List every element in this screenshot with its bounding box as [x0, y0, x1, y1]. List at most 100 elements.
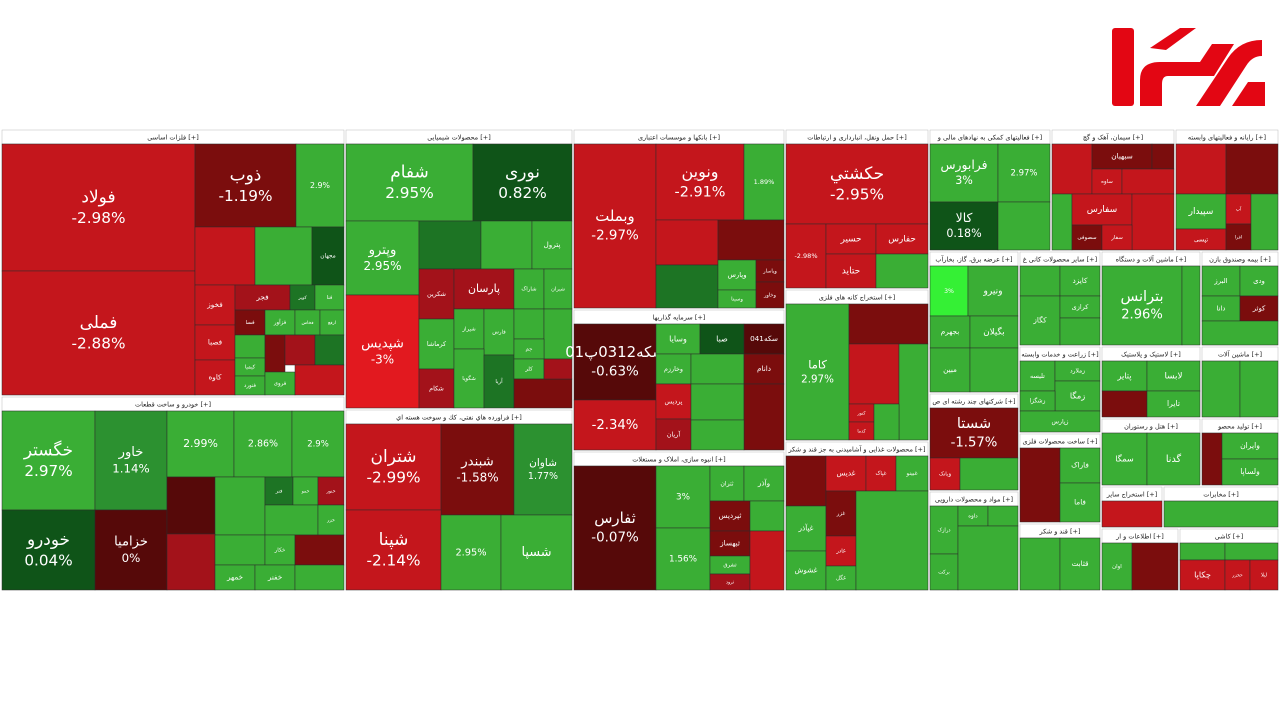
tile-name: وبانک [939, 471, 952, 478]
tile [690, 419, 745, 451]
sector-title: سرمایه گذاریها [+] [653, 314, 706, 322]
tile-name: بجهرم [941, 327, 960, 336]
tile-name: سپیدار [1188, 207, 1214, 217]
tile [94, 410, 168, 511]
tile-change: 2.95% [385, 184, 434, 202]
tile-change: -0.63% [591, 365, 638, 380]
tile [1059, 537, 1101, 591]
tile-name: اوان [1112, 564, 1122, 570]
tile [1224, 542, 1279, 561]
tile-name: داوه [968, 514, 978, 520]
tile [898, 343, 929, 441]
tile-change: 1.77% [528, 471, 558, 482]
tile [1071, 224, 1103, 251]
tile [319, 309, 345, 336]
tile [1, 270, 196, 396]
tile [655, 143, 745, 221]
tile [214, 564, 256, 591]
tile-name: خزر [326, 519, 335, 524]
tile [1239, 295, 1279, 322]
tile-name: شپدیس [361, 337, 404, 352]
tile-name: فارس [492, 330, 506, 336]
tile [1225, 223, 1252, 251]
tile-name: شبندر [460, 455, 494, 470]
tile [743, 353, 785, 385]
tile [531, 220, 573, 270]
tile [709, 465, 745, 502]
tile [929, 265, 969, 317]
tile-name: کیمیا [245, 364, 256, 371]
tile [1019, 410, 1101, 433]
tile [314, 334, 345, 366]
tile [987, 505, 1019, 527]
tile-name: سمگا [1115, 454, 1134, 464]
tile [1239, 265, 1279, 297]
tile [655, 465, 711, 529]
tile-name: نوری [505, 162, 540, 182]
tile [483, 308, 515, 356]
tile [785, 143, 929, 225]
tile-name: غشوش [795, 566, 818, 575]
tile-name: شتران [371, 447, 417, 467]
tile-name: شپنا [379, 530, 409, 550]
tile-name: غزر [836, 511, 846, 517]
tile-name: پردیس [665, 399, 683, 406]
tile [194, 226, 256, 286]
tile [709, 530, 751, 557]
tile [1101, 265, 1183, 346]
tile [1019, 265, 1061, 297]
tile [317, 504, 345, 536]
tile-name: وپاسار [762, 269, 777, 275]
tile [1091, 168, 1123, 195]
tile [1054, 380, 1101, 412]
tile [1225, 143, 1279, 195]
tile-name: وپارس [727, 271, 746, 279]
tile [1201, 432, 1223, 486]
tile-change: -2.99% [366, 469, 420, 487]
tile [1051, 193, 1073, 251]
tile [690, 353, 745, 385]
tile [1059, 482, 1101, 523]
tile-change: 0.82% [498, 184, 547, 202]
tile-name: شکام [429, 386, 444, 393]
tile-change: 2.9% [310, 181, 330, 190]
tile [655, 264, 719, 309]
tile [1019, 360, 1056, 392]
tile [1131, 193, 1175, 251]
sector-title: کاشی [+] [1215, 533, 1244, 541]
tile-name: زشگزا [1030, 397, 1046, 405]
tile-name: صبا [716, 335, 728, 344]
tile-change: 3% [955, 174, 973, 187]
tile-name: خکار [274, 547, 286, 554]
tile [929, 201, 999, 251]
tile-name: تپسی [1194, 237, 1208, 244]
tile [655, 527, 711, 591]
tile [345, 143, 474, 222]
tile [1221, 432, 1279, 460]
tile-name: خنور [325, 490, 335, 495]
tile [1101, 390, 1148, 418]
tile-name: شستا [957, 415, 991, 432]
tile-name: تایرا [1167, 399, 1180, 408]
tile-name: خمهر [226, 573, 243, 582]
sector-title: ساخت محصولات فلزی [+] [1023, 438, 1098, 446]
tile-name: قثابت [1071, 559, 1088, 568]
tile [929, 457, 961, 491]
tile [690, 383, 745, 421]
sector-title: سایر محصولات کانی غ [+] [1023, 256, 1097, 264]
tile [1221, 458, 1279, 486]
sector-title: بیمه وصندوق بازن [+] [1209, 256, 1271, 264]
tile [264, 334, 286, 373]
tile-name: غپاک [875, 470, 886, 477]
tile-change: -2.88% [71, 335, 125, 353]
tile-change: -1.57% [951, 436, 998, 451]
tile-name: شفام [390, 162, 429, 182]
tile [785, 505, 827, 552]
tile-name: کنور [856, 411, 866, 417]
tile-name: ثفارس [594, 509, 636, 527]
tile [1146, 360, 1201, 392]
tile-name: افرا [1235, 236, 1242, 241]
tile [875, 253, 929, 289]
tile [294, 564, 345, 591]
